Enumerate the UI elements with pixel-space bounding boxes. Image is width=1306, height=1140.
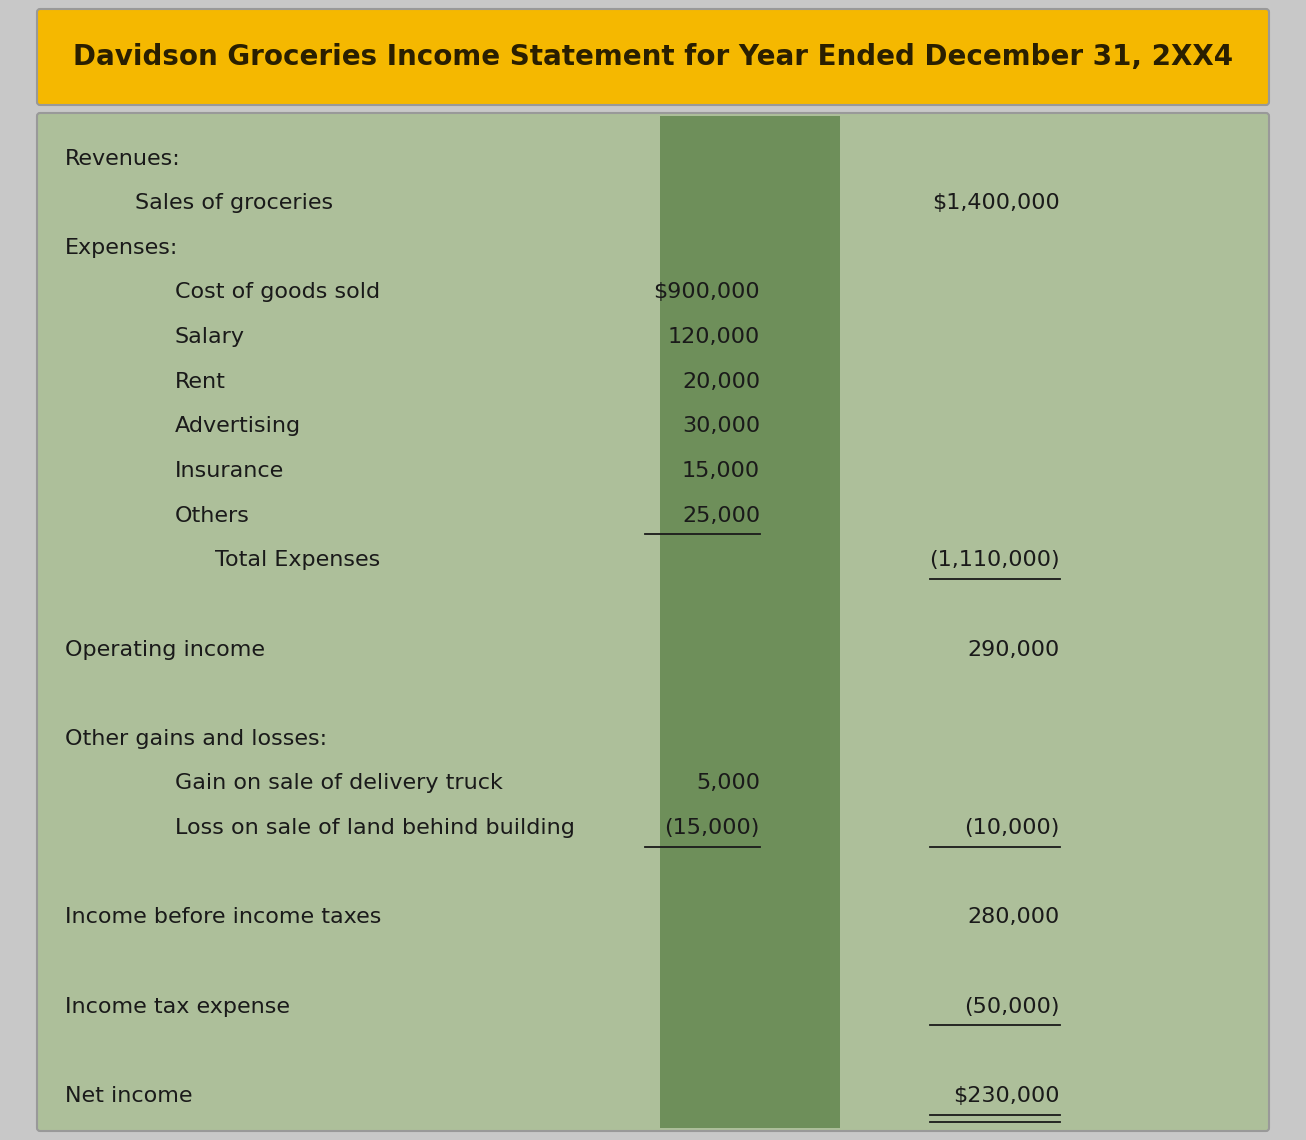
Text: 290,000: 290,000 — [968, 640, 1060, 660]
Text: Other gains and losses:: Other gains and losses: — [65, 728, 326, 749]
Bar — [660, 116, 840, 1127]
Text: Davidson Groceries Income Statement for Year Ended December 31, 2XX4: Davidson Groceries Income Statement for … — [73, 43, 1233, 71]
Text: Income before income taxes: Income before income taxes — [65, 907, 381, 927]
Text: 25,000: 25,000 — [682, 506, 760, 526]
Text: $1,400,000: $1,400,000 — [932, 193, 1060, 213]
Text: (1,110,000): (1,110,000) — [930, 551, 1060, 570]
FancyBboxPatch shape — [37, 9, 1269, 105]
Text: Income tax expense: Income tax expense — [65, 996, 290, 1017]
Text: Sales of groceries: Sales of groceries — [135, 193, 333, 213]
Text: Revenues:: Revenues: — [65, 148, 180, 169]
Text: 5,000: 5,000 — [696, 773, 760, 793]
Text: Cost of goods sold: Cost of goods sold — [175, 283, 380, 302]
Text: 120,000: 120,000 — [667, 327, 760, 347]
Text: 15,000: 15,000 — [682, 461, 760, 481]
Text: Loss on sale of land behind building: Loss on sale of land behind building — [175, 819, 575, 838]
Text: $900,000: $900,000 — [653, 283, 760, 302]
Text: Insurance: Insurance — [175, 461, 285, 481]
Text: Advertising: Advertising — [175, 416, 302, 437]
Text: (50,000): (50,000) — [965, 996, 1060, 1017]
Text: Salary: Salary — [175, 327, 246, 347]
FancyBboxPatch shape — [37, 113, 1269, 1131]
Text: Total Expenses: Total Expenses — [215, 551, 380, 570]
Text: Operating income: Operating income — [65, 640, 265, 660]
Text: Rent: Rent — [175, 372, 226, 392]
Text: (10,000): (10,000) — [965, 819, 1060, 838]
Text: $230,000: $230,000 — [953, 1086, 1060, 1106]
Text: 280,000: 280,000 — [968, 907, 1060, 927]
Text: Expenses:: Expenses: — [65, 238, 179, 258]
Text: 30,000: 30,000 — [682, 416, 760, 437]
Text: 20,000: 20,000 — [682, 372, 760, 392]
Text: Gain on sale of delivery truck: Gain on sale of delivery truck — [175, 773, 503, 793]
Text: (15,000): (15,000) — [665, 819, 760, 838]
Text: Net income: Net income — [65, 1086, 192, 1106]
Text: Others: Others — [175, 506, 249, 526]
